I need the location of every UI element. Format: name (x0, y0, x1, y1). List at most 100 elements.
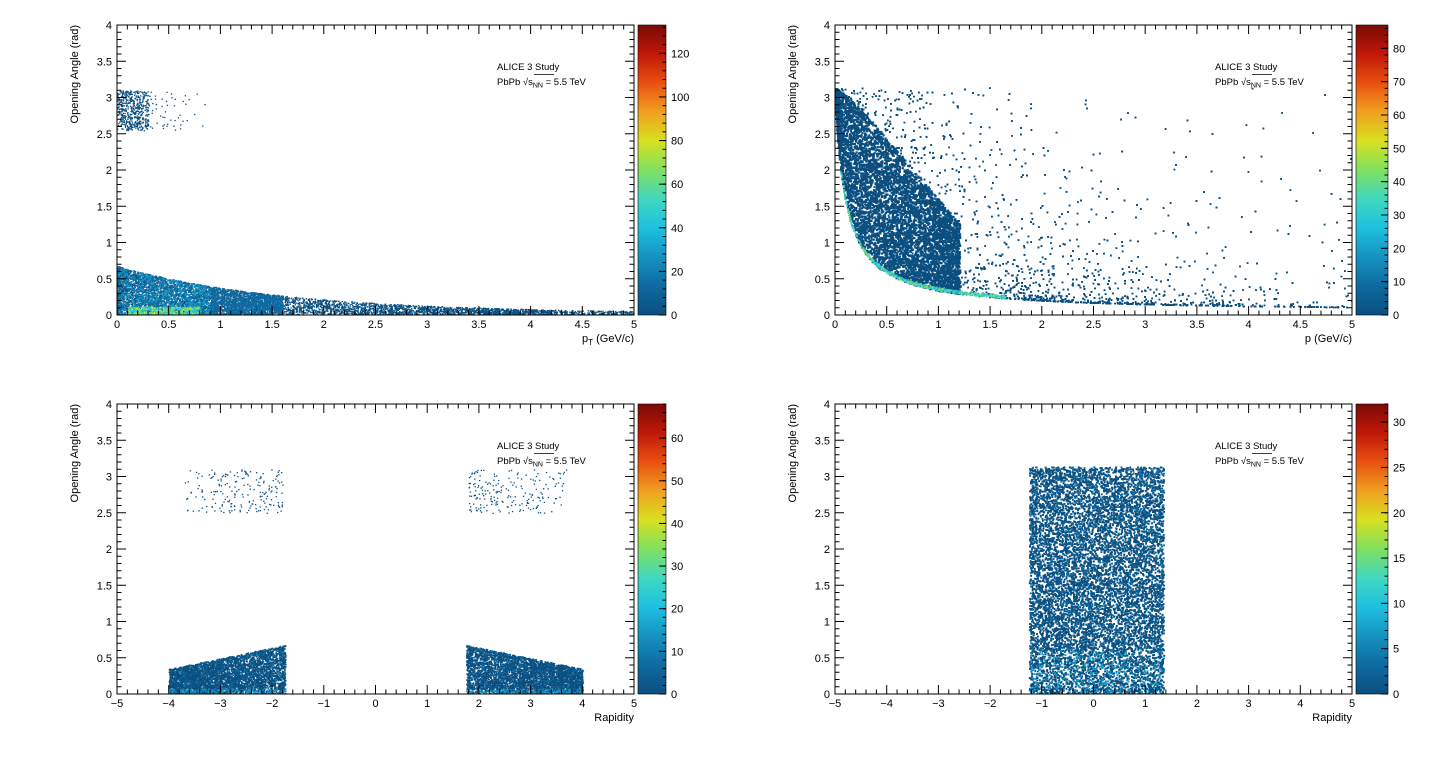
heatmap-cell (253, 312, 255, 314)
heatmap-cell (160, 294, 163, 297)
heatmap-cell (286, 296, 288, 298)
heatmap-cell (451, 307, 453, 309)
heatmap-cell (182, 311, 184, 313)
heatmap-cell (208, 299, 210, 302)
heatmap-cell (580, 310, 582, 312)
heatmap-cell (145, 305, 147, 307)
heatmap-cell (329, 300, 331, 302)
heatmap-cell (572, 311, 574, 314)
heatmap-cell (351, 305, 354, 307)
heatmap-cell (560, 309, 563, 312)
heatmap-cell (429, 311, 431, 313)
heatmap-cell (347, 311, 349, 314)
heatmap-cell (337, 311, 339, 313)
heatmap-cell (275, 298, 277, 300)
heatmap-cell (417, 311, 419, 313)
heatmap-cell (290, 307, 292, 309)
heatmap-cell (453, 313, 455, 315)
heatmap-cell (172, 286, 174, 288)
heatmap-cell (134, 296, 136, 298)
heatmap-cell (380, 304, 382, 306)
heatmap-cell (606, 311, 608, 313)
heatmap-cell (508, 308, 510, 310)
heatmap-cell (421, 305, 423, 307)
heatmap-cell (347, 306, 350, 308)
heatmap-cell (312, 302, 314, 304)
heatmap-cell (574, 312, 576, 314)
heatmap-cell (522, 309, 525, 311)
heatmap-cell (502, 312, 504, 314)
heatmap-cell (402, 305, 404, 307)
heatmap-cell (549, 313, 552, 315)
heatmap-cell (309, 310, 311, 312)
heatmap-cell (537, 313, 539, 315)
heatmap-cell (548, 309, 551, 312)
heatmap-cell (299, 306, 301, 308)
heatmap-cell (505, 309, 507, 312)
heatmap-cell (327, 306, 329, 308)
heatmap-cell (446, 309, 448, 311)
heatmap-cell (280, 308, 282, 310)
heatmap-cell (326, 308, 328, 310)
heatmap-cell (501, 308, 503, 310)
heatmap-cell (452, 309, 455, 311)
heatmap-cell (235, 295, 237, 297)
heatmap-cell (253, 302, 256, 304)
heatmap-cell (233, 297, 235, 299)
heatmap-cell (393, 311, 395, 313)
heatmap-cell (599, 313, 602, 315)
heatmap-cell (403, 313, 405, 315)
heatmap-cell (200, 302, 202, 304)
heatmap-cell (393, 310, 395, 312)
heatmap-cell (203, 289, 205, 291)
heatmap-cell (311, 299, 313, 301)
heatmap-cell (387, 309, 389, 311)
heatmap-cell (630, 313, 632, 315)
heatmap-cell (150, 288, 152, 290)
heatmap-cell (317, 302, 319, 304)
heatmap-cell (292, 298, 295, 300)
heatmap-cell (291, 299, 294, 301)
heatmap-cell (332, 309, 334, 311)
heatmap-cell (299, 309, 301, 312)
heatmap-cell (259, 292, 261, 295)
heatmap-cell (510, 311, 512, 313)
heatmap-cell (126, 291, 128, 293)
heatmap-cell (543, 312, 545, 315)
heatmap-cell (577, 313, 580, 315)
heatmap-cell (388, 304, 390, 306)
heatmap-cell (482, 312, 484, 314)
heatmap-cell (394, 311, 396, 314)
heatmap-cell (309, 306, 311, 308)
heatmap-cell (410, 305, 412, 308)
heatmap-cell (299, 310, 301, 312)
heatmap-cell (477, 307, 479, 310)
heatmap-cell (308, 299, 310, 301)
heatmap-cell (348, 312, 350, 314)
heatmap-cell (383, 312, 385, 314)
heatmap-cell (388, 312, 390, 314)
heatmap-cell (545, 313, 547, 315)
heatmap-cell (291, 313, 293, 315)
heatmap-cell (428, 309, 430, 311)
heatmap-cell (144, 299, 146, 301)
heatmap-cell (200, 288, 203, 291)
heatmap-cell (485, 313, 487, 315)
heatmap-cell (146, 283, 148, 285)
heatmap-cell (319, 300, 321, 302)
heatmap-cell (395, 305, 398, 307)
heatmap-cell (465, 308, 467, 310)
heatmap-cell (425, 308, 427, 311)
heatmap-cell (463, 313, 465, 315)
heatmap-cell (118, 269, 121, 271)
heatmap-cell (600, 312, 603, 314)
heatmap-cell (310, 298, 313, 300)
heatmap-cell (407, 312, 409, 314)
heatmap-cell (126, 290, 128, 292)
heatmap-cell (592, 310, 595, 312)
heatmap-cell (464, 308, 466, 311)
heatmap-cell (318, 307, 320, 309)
heatmap-cell (159, 294, 161, 296)
heatmap-cell (380, 311, 382, 313)
heatmap-cell (296, 298, 299, 300)
